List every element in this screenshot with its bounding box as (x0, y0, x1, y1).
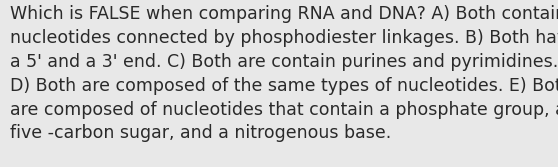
Text: Which is FALSE when comparing RNA and DNA? A) Both contain
nucleotides connected: Which is FALSE when comparing RNA and DN… (10, 5, 558, 142)
